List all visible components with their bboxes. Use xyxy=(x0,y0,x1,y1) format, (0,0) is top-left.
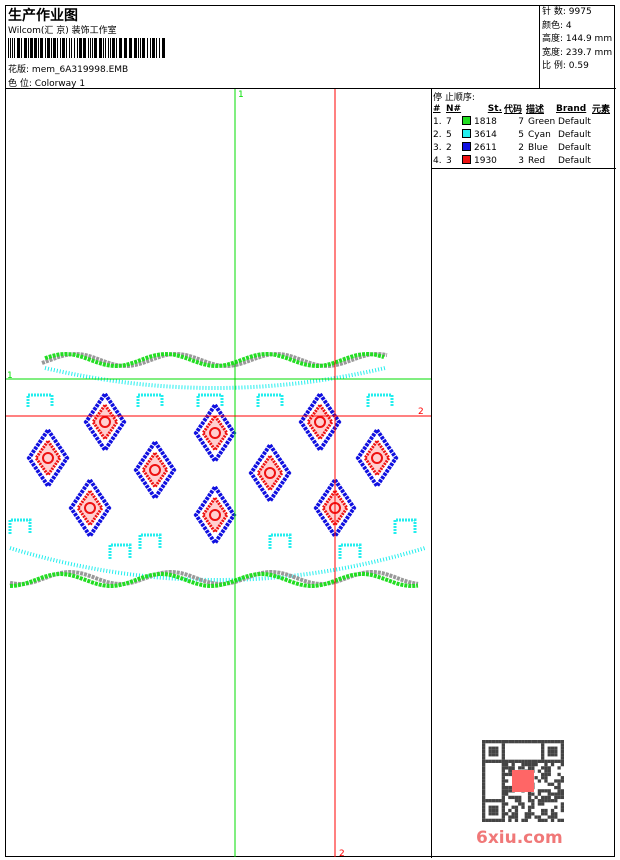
guide-label: 1 xyxy=(7,371,13,381)
cyan-arch-motif xyxy=(393,518,417,534)
colorway: 色 位: Colorway 1 xyxy=(8,76,85,89)
table-row: 2. 5 3614 5 Cyan Default xyxy=(433,128,591,140)
cyan-fret-motif xyxy=(366,393,394,407)
bottom-border-gray xyxy=(9,569,419,587)
red-motif-dot xyxy=(209,509,221,521)
design-label: 花版: xyxy=(8,65,30,75)
color-swatch xyxy=(462,154,471,164)
cyan-fret-motif xyxy=(136,393,164,407)
table-row: 1. 7 1818 7 Green Default xyxy=(433,115,591,127)
red-motif-dot xyxy=(371,452,383,464)
red-motif-dot xyxy=(209,427,221,439)
blue-motif-outline xyxy=(193,483,237,547)
divider xyxy=(431,168,616,169)
table-header: # N# St. 代码 描述 Brand 元素 xyxy=(433,103,611,116)
page-title: 生产作业图 xyxy=(8,8,78,24)
barcode xyxy=(8,38,198,58)
blue-motif-outline xyxy=(298,390,342,454)
red-motif-dot xyxy=(42,452,54,464)
colorway-value: Colorway 1 xyxy=(34,79,86,89)
bottom-satin-arc xyxy=(9,546,426,582)
color-swatch xyxy=(462,115,471,125)
top-satin-arc xyxy=(44,366,386,390)
guide-label: 2 xyxy=(418,407,424,417)
stat-stitches: 针 数: 9975 xyxy=(542,7,592,17)
top-border-green xyxy=(44,351,385,369)
blue-motif-outline xyxy=(68,476,112,540)
guide-label: 2 xyxy=(339,849,345,859)
cyan-arch-motif xyxy=(138,533,162,549)
color-swatch xyxy=(462,141,471,151)
red-motif-center xyxy=(141,450,169,490)
red-motif-center xyxy=(76,488,104,528)
cyan-arch-motif xyxy=(338,543,362,559)
red-motif-center xyxy=(256,453,284,493)
cyan-arch-motif xyxy=(268,533,292,549)
red-motif-center xyxy=(91,402,119,442)
red-motif-center xyxy=(201,495,229,535)
blue-motif-outline xyxy=(193,401,237,465)
guide-label: 1 xyxy=(238,90,244,100)
red-motif-center xyxy=(201,413,229,453)
company-name: Wilcom(汇 京) 装饰工作室 xyxy=(8,26,117,36)
blue-motif-outline xyxy=(248,441,292,505)
color-swatch xyxy=(462,128,471,138)
blue-motif-outline xyxy=(26,426,70,490)
cyan-fret-motif xyxy=(256,393,284,407)
cyan-arch-motif xyxy=(8,518,32,534)
red-motif-dot xyxy=(149,464,161,476)
stop-sequence-table: 停 止顺序: # N# St. 代码 描述 Brand 元素 1. 7 1818 7 G… xyxy=(433,90,615,167)
blue-motif-outline xyxy=(133,438,177,502)
bottom-border-green xyxy=(9,571,419,589)
design-stats: 针 数: 9975 颜色: 4 高度: 144.9 mm 宽度: 239.7 m… xyxy=(542,6,612,74)
design-value: mem_6A319998.EMB xyxy=(31,65,129,75)
red-motif-dot xyxy=(264,467,276,479)
blue-motif-outline xyxy=(355,426,399,490)
qr-code xyxy=(482,740,564,822)
divider xyxy=(431,88,432,858)
table-row: 4. 3 1930 3 Red Default xyxy=(433,154,591,166)
page-frame xyxy=(5,5,615,857)
stat-scale: 比 例: 0.59 xyxy=(542,61,589,71)
divider xyxy=(5,88,616,89)
blue-motif-outline xyxy=(313,476,357,540)
red-motif-center xyxy=(34,438,62,478)
red-motif-dot xyxy=(99,416,111,428)
cyan-fret-motif xyxy=(196,393,224,407)
design-name: 花版: mem_6A319998.EMB xyxy=(8,62,128,75)
stat-height: 高度: 144.9 mm xyxy=(542,34,613,44)
divider xyxy=(539,5,540,89)
red-motif-dot xyxy=(84,502,96,514)
seal-stamp xyxy=(512,770,534,792)
stat-colors: 颜色: 4 xyxy=(542,20,572,31)
blue-motif-outline xyxy=(83,390,127,454)
red-motif-dot xyxy=(314,416,326,428)
red-motif-center xyxy=(363,438,391,478)
table-title: 停 止顺序: xyxy=(433,93,475,103)
cyan-arch-motif xyxy=(108,543,132,559)
colorway-label: 色 位: xyxy=(8,79,32,89)
table-row: 3. 2 2611 2 Blue Default xyxy=(433,141,591,153)
red-motif-center xyxy=(306,402,334,442)
stat-width: 宽度: 239.7 mm xyxy=(542,47,613,58)
cyan-fret-motif xyxy=(26,393,54,407)
watermark-logo: 6xiu.com xyxy=(476,828,563,848)
